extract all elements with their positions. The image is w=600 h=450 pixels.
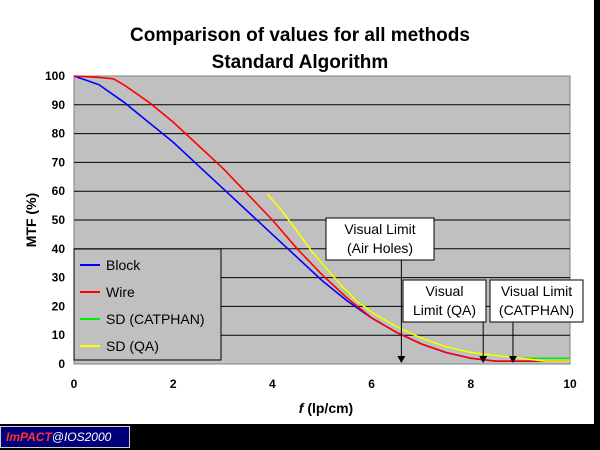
callout-arrow-head	[479, 356, 488, 363]
series-line-sd-qa	[266, 193, 570, 362]
x-tick-label: 0	[71, 377, 78, 391]
chart-title-line-2: Standard Algorithm	[212, 52, 389, 73]
footer-badge: ImPACT@IOS2000	[0, 426, 130, 448]
legend-label: SD (CATPHAN)	[106, 311, 205, 327]
y-tick-label: 70	[52, 155, 66, 169]
callout-text: Visual Limit	[501, 283, 572, 299]
legend: Block Wire SD (CATPHAN) SD (QA)	[73, 248, 222, 361]
callout-text: (Air Holes)	[347, 240, 413, 256]
y-tick-label: 50	[52, 213, 66, 227]
x-tick-label: 8	[467, 377, 474, 391]
y-tick-label: 0	[58, 357, 65, 371]
y-tick-label: 90	[52, 98, 66, 112]
callout-text: Limit (QA)	[413, 302, 476, 318]
x-tick-label: 6	[368, 377, 375, 391]
mtf-chart: Comparison of values for all methods Sta…	[23, 25, 584, 416]
legend-box	[73, 248, 222, 361]
x-axis-label: f (lp/cm)	[299, 400, 353, 416]
y-tick-label: 30	[52, 271, 66, 285]
callout-text: Visual Limit	[344, 221, 415, 237]
callout-arrow-head	[397, 356, 406, 363]
footer-event: @IOS2000	[51, 430, 112, 444]
y-tick-label: 10	[52, 328, 66, 342]
x-tick-label: 2	[170, 377, 177, 391]
callout-text: (CATPHAN)	[499, 302, 574, 318]
y-tick-label: 40	[52, 242, 66, 256]
legend-label: Wire	[106, 284, 135, 300]
x-axis-label-symbol: f	[299, 400, 305, 416]
chart-panel: Comparison of values for all methods Sta…	[0, 0, 594, 424]
callout-box	[489, 279, 584, 323]
x-tick-label: 4	[269, 377, 276, 391]
legend-label: SD (QA)	[106, 338, 159, 354]
callout-box	[402, 279, 487, 323]
callout-box	[325, 217, 435, 261]
y-axis-label: MTF (%)	[23, 193, 39, 247]
x-tick-label: 10	[563, 377, 577, 391]
legend-label: Block	[106, 257, 141, 273]
callouts: Visual Limit (Air Holes) Visual Limit (QA) V…	[325, 217, 584, 363]
y-tick-label: 20	[52, 299, 66, 313]
axis-ticks: 0 10 20 30 40 50 60 70 80 90 100 0 2 4 6 8 10	[45, 69, 577, 391]
footer-brand: ImPACT	[6, 430, 52, 444]
y-tick-label: 80	[52, 127, 66, 141]
x-axis-label-unit: (lp/cm)	[303, 400, 353, 416]
chart-title-line-1: Comparison of values for all methods	[130, 25, 470, 46]
callout-arrow-head	[508, 356, 517, 363]
y-tick-label: 60	[52, 184, 66, 198]
y-tick-label: 100	[45, 69, 65, 83]
callout-text: Visual	[426, 283, 464, 299]
